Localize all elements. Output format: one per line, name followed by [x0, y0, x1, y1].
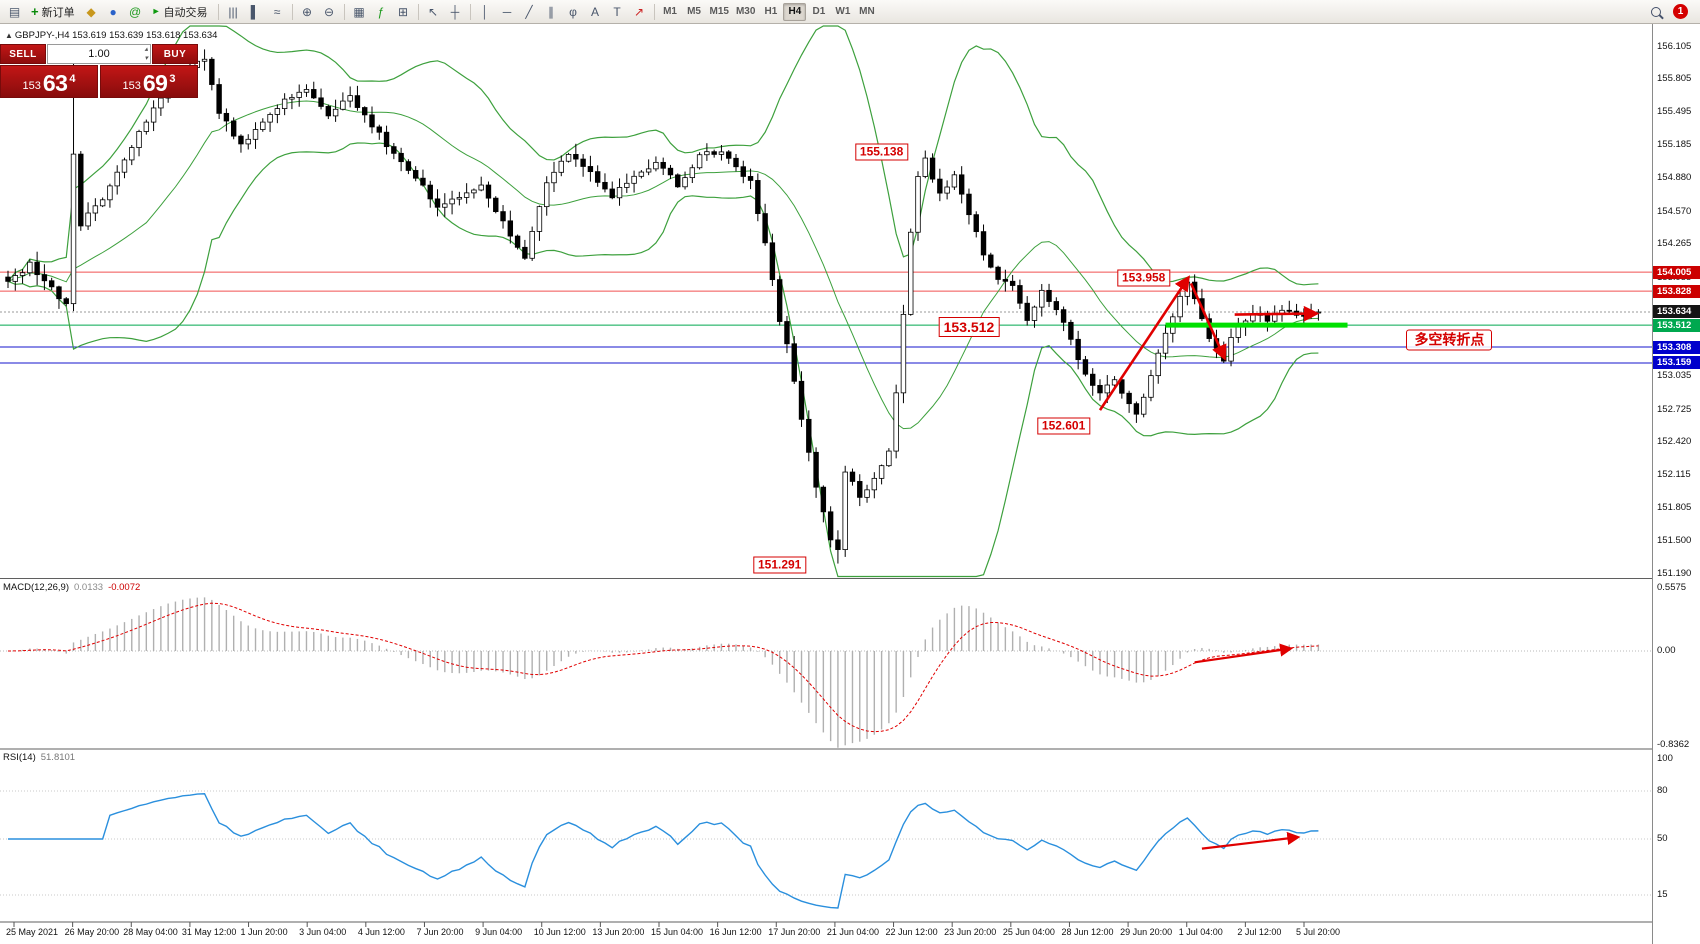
volume-spinner[interactable]: ▴ ▾ — [144, 45, 148, 63]
price-tag-154.005: 154.005 — [1653, 265, 1700, 279]
timeframe-w1-button[interactable]: W1 — [831, 3, 854, 21]
new-order-plus-icon: + — [31, 4, 39, 19]
timeframe-m30-button[interactable]: M30 — [733, 3, 758, 21]
volume-up-icon[interactable]: ▴ — [144, 46, 148, 53]
sell-button[interactable]: SELL — [0, 44, 46, 64]
axis-label: 156.105 — [1657, 40, 1692, 52]
axis-label: 154.570 — [1657, 205, 1692, 217]
price-tag-153.159: 153.159 — [1653, 356, 1700, 370]
arrow-objects-icon[interactable]: ↗ — [629, 2, 650, 21]
axis-label: 0.5575 — [1657, 582, 1687, 593]
buy-button[interactable]: BUY — [152, 44, 198, 64]
toolbar-separator — [469, 3, 471, 20]
toolbar-separator — [653, 3, 655, 20]
toolbar-right-cluster: 1 — [1645, 2, 1688, 21]
zoom-out-icon[interactable]: ⊖ — [319, 2, 340, 21]
cursor-icon[interactable]: ↖ — [423, 2, 444, 21]
axis-label: 152.420 — [1657, 436, 1692, 448]
axis-label: 153.035 — [1657, 370, 1692, 382]
auto-trading-play-icon: ► — [151, 6, 161, 16]
search-icon[interactable] — [1645, 2, 1666, 21]
tile-windows-icon[interactable]: ▦ — [349, 2, 370, 21]
toolbar-separator — [217, 3, 219, 20]
price-chart-canvas[interactable] — [0, 24, 1652, 944]
indicators-list-icon[interactable]: ƒ — [371, 2, 392, 21]
volume-value[interactable]: 1.00 — [88, 48, 110, 60]
crosshair-icon[interactable]: ┼ — [445, 2, 466, 21]
volume-down-icon[interactable]: ▾ — [144, 55, 148, 62]
axis-label: -0.8362 — [1657, 739, 1690, 751]
timeframe-d1-button[interactable]: D1 — [807, 3, 830, 21]
candlestick-chart-icon[interactable]: ▌ — [245, 2, 266, 21]
metaquotes-icon[interactable]: ◆ — [81, 2, 102, 21]
axis-label: 151.500 — [1657, 535, 1692, 547]
auto-trading-button[interactable]: ► 自动交易 — [146, 2, 214, 21]
zoom-in-icon[interactable]: ⊕ — [297, 2, 318, 21]
timeframe-h1-button[interactable]: H1 — [759, 3, 782, 21]
timeframe-m15-button[interactable]: M15 — [707, 3, 732, 21]
volume-stepper[interactable]: 1.00 ▴ ▾ — [47, 44, 151, 64]
equidistant-channel-icon[interactable]: ∥ — [541, 2, 562, 21]
axis-label: 0.00 — [1657, 645, 1676, 656]
text-icon[interactable]: A — [585, 2, 606, 21]
bar-chart-icon[interactable]: ||| — [223, 2, 244, 21]
one-click-trading-panel: SELL 1.00 ▴ ▾ BUY 153 63 4 153 69 3 — [0, 44, 198, 98]
trendline-icon[interactable]: ╱ — [519, 2, 540, 21]
mql5-icon[interactable]: @ — [125, 2, 146, 21]
label-icon[interactable]: T — [607, 2, 628, 21]
toolbar-separator — [417, 3, 419, 20]
chart-window: ▲ GBPJPY-,H4 153.619 153.639 153.618 153.… — [0, 24, 1700, 944]
timeframe-mn-button[interactable]: MN — [855, 3, 878, 21]
sell-price-button[interactable]: 153 63 4 — [0, 65, 98, 98]
main-toolbar: ▤ + 新订单 ◆ ● @ ► 自动交易 ||| ▌ ≈ ⊕ ⊖ ▦ ƒ ⊞ ↖ ┼ │ ─ ╱ ∥ φ… — [0, 0, 1700, 24]
horizontal-line-icon[interactable]: ─ — [497, 2, 518, 21]
line-chart-icon[interactable]: ≈ — [267, 2, 288, 21]
community-icon[interactable]: ● — [103, 2, 124, 21]
toolbar-separator — [343, 3, 345, 20]
axis-label: 50 — [1657, 833, 1668, 844]
vertical-line-icon[interactable]: │ — [475, 2, 496, 21]
notification-badge[interactable]: 1 — [1673, 4, 1688, 19]
price-axis[interactable]: 156.105 155.805 155.495 155.185 154.880 154.5… — [1652, 24, 1700, 944]
axis-label: 100 — [1657, 753, 1673, 764]
price-tag-153.828: 153.828 — [1653, 284, 1700, 298]
fibonacci-icon[interactable]: φ — [563, 2, 584, 21]
axis-label: 80 — [1657, 785, 1668, 796]
price-tag-153.512: 153.512 — [1653, 318, 1700, 332]
axis-label: 152.725 — [1657, 403, 1692, 415]
price-tag-153.308: 153.308 — [1653, 340, 1700, 354]
axis-label: 152.115 — [1657, 469, 1691, 481]
new-chart-icon[interactable]: ▤ — [4, 2, 25, 21]
axis-label: 155.185 — [1657, 139, 1692, 151]
timeframe-m1-button[interactable]: M1 — [659, 3, 682, 21]
timeframe-h4-button[interactable]: H4 — [783, 2, 807, 21]
buy-price-button[interactable]: 153 69 3 — [100, 65, 198, 98]
axis-label: 155.805 — [1657, 72, 1692, 84]
axis-label: 151.190 — [1657, 568, 1692, 580]
axis-label: 154.265 — [1657, 238, 1692, 250]
toolbar-separator — [291, 3, 293, 20]
axis-label: 151.805 — [1657, 502, 1692, 514]
axis-label: 155.495 — [1657, 106, 1692, 118]
axis-label: 154.880 — [1657, 172, 1692, 184]
axis-label: 15 — [1657, 889, 1668, 900]
timeframe-m5-button[interactable]: M5 — [683, 3, 706, 21]
period-menu-icon[interactable]: ⊞ — [393, 2, 414, 21]
new-order-button[interactable]: + 新订单 — [25, 2, 81, 21]
price-tag-153.634: 153.634 — [1653, 305, 1700, 319]
